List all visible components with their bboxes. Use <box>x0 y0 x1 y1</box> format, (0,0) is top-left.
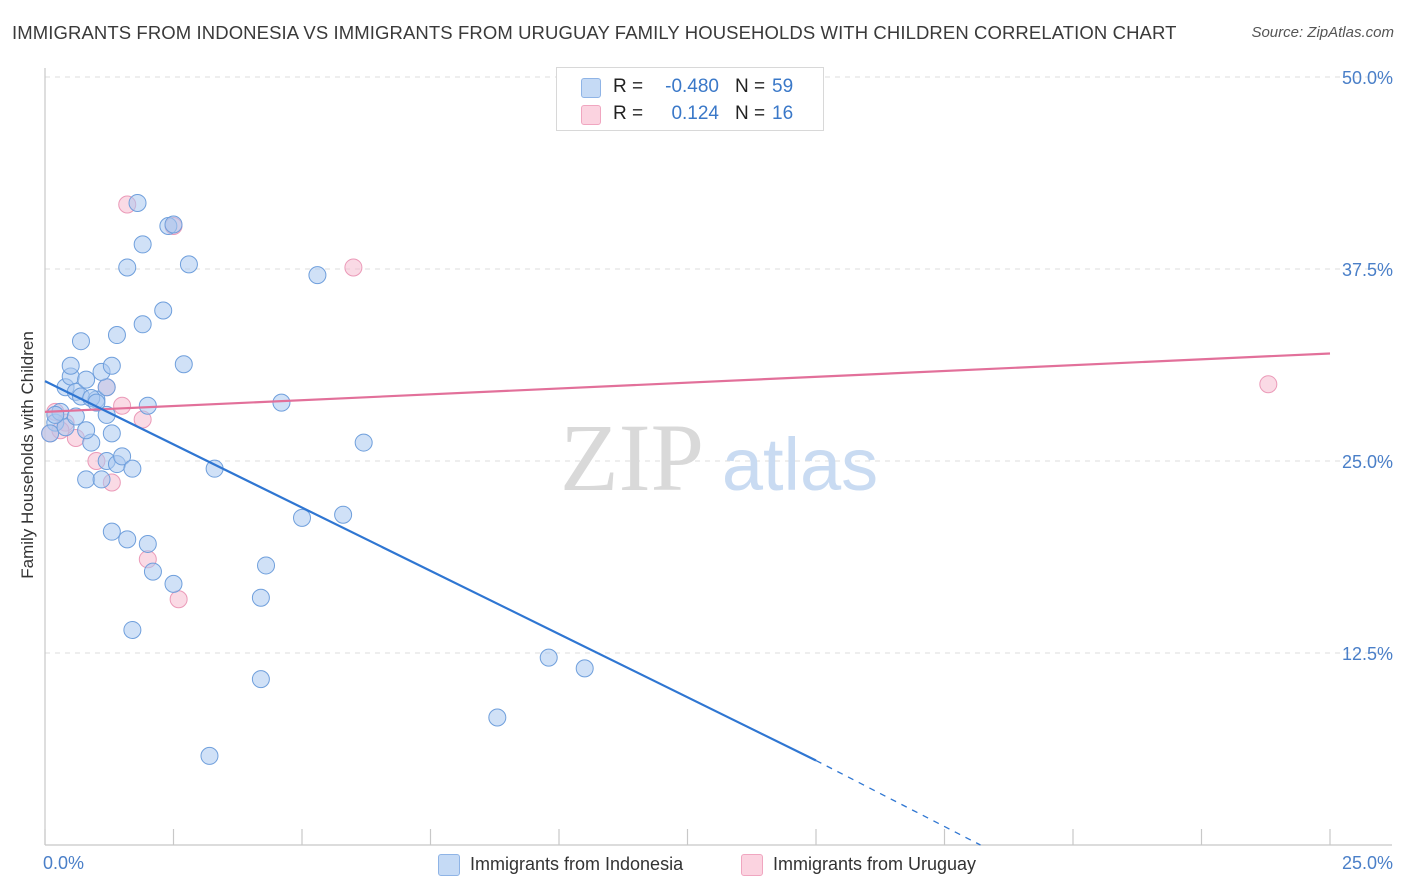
indonesia-point <box>102 522 121 541</box>
indonesia-swatch <box>438 854 460 876</box>
series-legend: Immigrants from Indonesia Immigrants fro… <box>0 850 1406 880</box>
trend-lines <box>44 352 1331 846</box>
n-value: 16 <box>772 103 794 124</box>
indonesia-points <box>41 193 594 765</box>
indonesia-point <box>77 370 96 389</box>
indonesia-point <box>164 215 183 234</box>
indonesia-point <box>539 648 558 667</box>
r-label: R = <box>613 76 644 97</box>
indonesia-trend-extension <box>815 759 981 846</box>
n-value: 59 <box>772 76 794 97</box>
indonesia-point <box>97 378 116 397</box>
uruguay-swatch <box>741 854 763 876</box>
indonesia-point <box>164 574 183 593</box>
chart-title: IMMIGRANTS FROM INDONESIA VS IMMIGRANTS … <box>12 22 1177 43</box>
indonesia-point <box>123 459 142 478</box>
r-value: -0.480 <box>665 76 719 97</box>
n-label: N = <box>735 103 766 124</box>
indonesia-point <box>138 396 157 415</box>
indonesia-swatch <box>581 78 601 98</box>
indonesia-point <box>113 447 132 466</box>
indonesia-point <box>575 659 594 678</box>
indonesia-point <box>66 407 85 426</box>
indonesia-point <box>102 424 121 443</box>
uruguay-points <box>41 195 1278 609</box>
indonesia-point <box>251 588 270 607</box>
axes <box>44 68 1392 846</box>
watermark-atlas: atlas <box>722 423 878 506</box>
indonesia-point <box>128 193 147 212</box>
indonesia-point <box>77 421 96 440</box>
uruguay-point <box>169 590 188 609</box>
indonesia-point <box>308 266 327 285</box>
uruguay-point <box>113 396 132 415</box>
y-tick-label: 25.0% <box>1342 452 1393 472</box>
y-tick-label: 12.5% <box>1342 644 1393 664</box>
n-label: N = <box>735 76 766 97</box>
indonesia-point <box>334 505 353 524</box>
indonesia-point <box>92 470 111 489</box>
tick-labels: 12.5% 25.0% 37.5% 50.0% 0.0% 25.0% <box>43 68 1393 873</box>
legend-row-indonesia: R = -0.480 N = 59 <box>557 75 823 101</box>
x-tick-label: 25.0% <box>1342 853 1393 873</box>
indonesia-point <box>107 326 126 345</box>
indonesia-point <box>61 356 80 375</box>
indonesia-trend-line <box>44 380 817 762</box>
y-tick-label: 50.0% <box>1342 68 1393 88</box>
indonesia-point <box>488 708 507 727</box>
indonesia-point <box>133 235 152 254</box>
uruguay-swatch <box>581 105 601 125</box>
watermark-zip: ZIP <box>560 404 704 511</box>
watermark: ZIP atlas <box>560 404 878 511</box>
y-tick-label: 37.5% <box>1342 260 1393 280</box>
indonesia-point <box>71 332 90 351</box>
indonesia-point <box>354 433 373 452</box>
indonesia-point <box>41 424 60 443</box>
uruguay-point <box>344 258 363 277</box>
gridlines <box>45 76 1392 654</box>
uruguay-point <box>1259 375 1278 394</box>
uruguay-trend-line <box>44 352 1331 413</box>
x-tick-label: 0.0% <box>43 853 84 873</box>
indonesia-point <box>257 556 276 575</box>
indonesia-point <box>154 301 173 320</box>
indonesia-point <box>174 355 193 374</box>
source-label: Source: ZipAtlas.com <box>1251 24 1394 41</box>
indonesia-point <box>133 315 152 334</box>
indonesia-point <box>118 530 137 549</box>
r-label: R = <box>613 103 644 124</box>
indonesia-point <box>123 620 142 639</box>
indonesia-point <box>200 746 219 765</box>
indonesia-point <box>143 562 162 581</box>
indonesia-point <box>102 356 121 375</box>
indonesia-point <box>179 255 198 274</box>
legend-row-uruguay: R = 0.124 N = 16 <box>557 102 823 128</box>
indonesia-point <box>251 670 270 689</box>
r-value: 0.124 <box>671 103 719 124</box>
correlation-legend: R = -0.480 N = 59 R = 0.124 N = 16 <box>556 67 824 131</box>
indonesia-point <box>77 470 96 489</box>
indonesia-point <box>138 534 157 553</box>
legend-label: Immigrants from Indonesia <box>470 854 684 874</box>
indonesia-point <box>46 405 65 424</box>
indonesia-point <box>293 508 311 527</box>
indonesia-point <box>118 258 137 277</box>
legend-label: Immigrants from Uruguay <box>773 854 977 874</box>
indonesia-point <box>272 393 291 412</box>
